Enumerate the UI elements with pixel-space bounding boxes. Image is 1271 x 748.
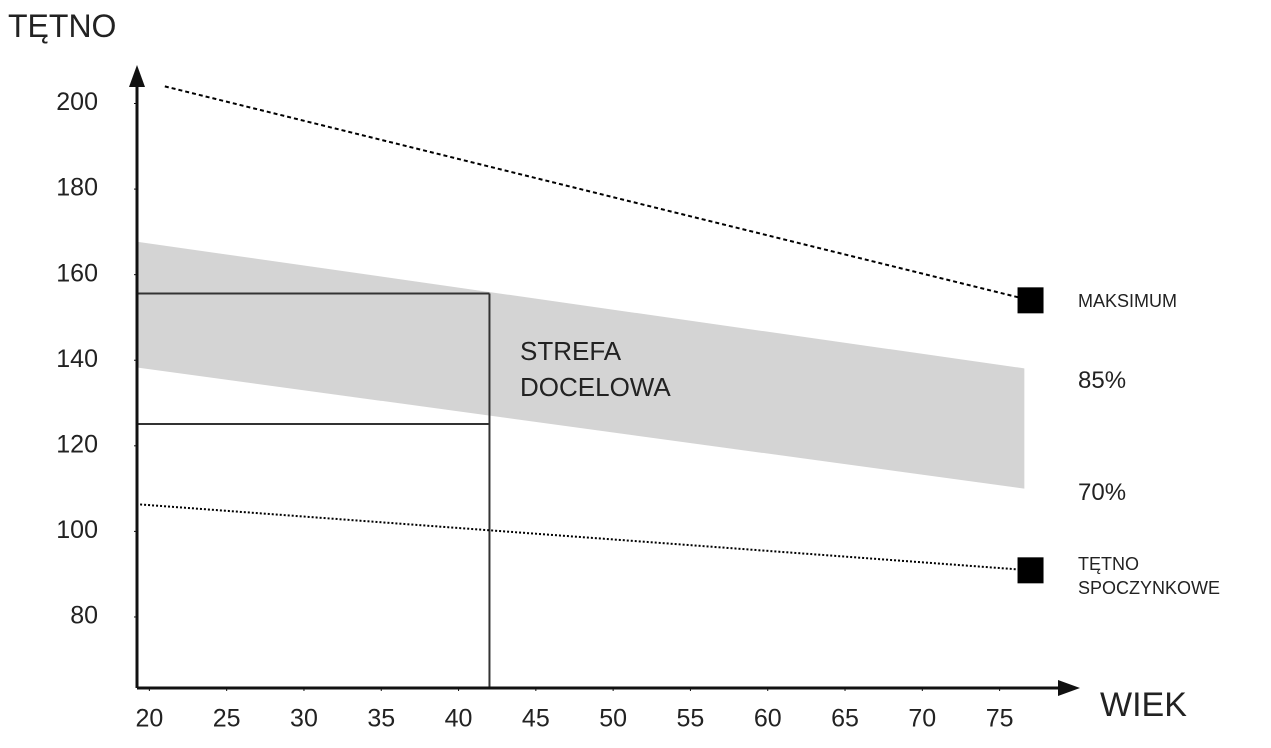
y-tick-label: 160 — [56, 259, 98, 287]
band-label: 70% — [1078, 479, 1127, 506]
legend-label: MAKSIMUM — [1078, 291, 1177, 311]
y-tick-label: 200 — [56, 88, 98, 116]
x-axis-arrow — [1058, 680, 1080, 696]
y-axis-arrow — [129, 65, 145, 87]
legend-label: TĘTNO SPOCZYNKOWE — [1078, 554, 1221, 598]
x-tick-label: 50 — [599, 705, 627, 733]
y-tick-label: 180 — [56, 174, 98, 202]
band-name: STREFA DOCELOWA — [520, 336, 671, 402]
x-tick-label: 75 — [986, 705, 1014, 733]
x-axis-label: WIEK — [1100, 686, 1187, 724]
x-tick-label: 35 — [367, 705, 395, 733]
x-tick-label: 30 — [290, 705, 318, 733]
marker — [1017, 287, 1044, 314]
marker — [1017, 557, 1044, 584]
x-tick-label: 20 — [135, 705, 163, 733]
y-tick-label: 100 — [56, 516, 98, 544]
y-tick-label: 120 — [56, 430, 98, 458]
y-tick-label: 140 — [56, 345, 98, 373]
line — [164, 85, 1031, 302]
x-tick-label: 60 — [754, 705, 782, 733]
x-tick-label: 70 — [908, 705, 936, 733]
x-tick-label: 55 — [677, 705, 705, 733]
x-tick-label: 25 — [213, 705, 241, 733]
line — [140, 503, 1031, 572]
y-tick-label: 80 — [70, 602, 98, 630]
target-zone — [137, 241, 1025, 489]
x-tick-label: 45 — [522, 705, 550, 733]
x-tick-label: 40 — [445, 705, 473, 733]
y-axis-label: TĘTNO — [8, 8, 117, 44]
band-label: 85% — [1078, 367, 1127, 394]
x-tick-label: 65 — [831, 705, 859, 733]
